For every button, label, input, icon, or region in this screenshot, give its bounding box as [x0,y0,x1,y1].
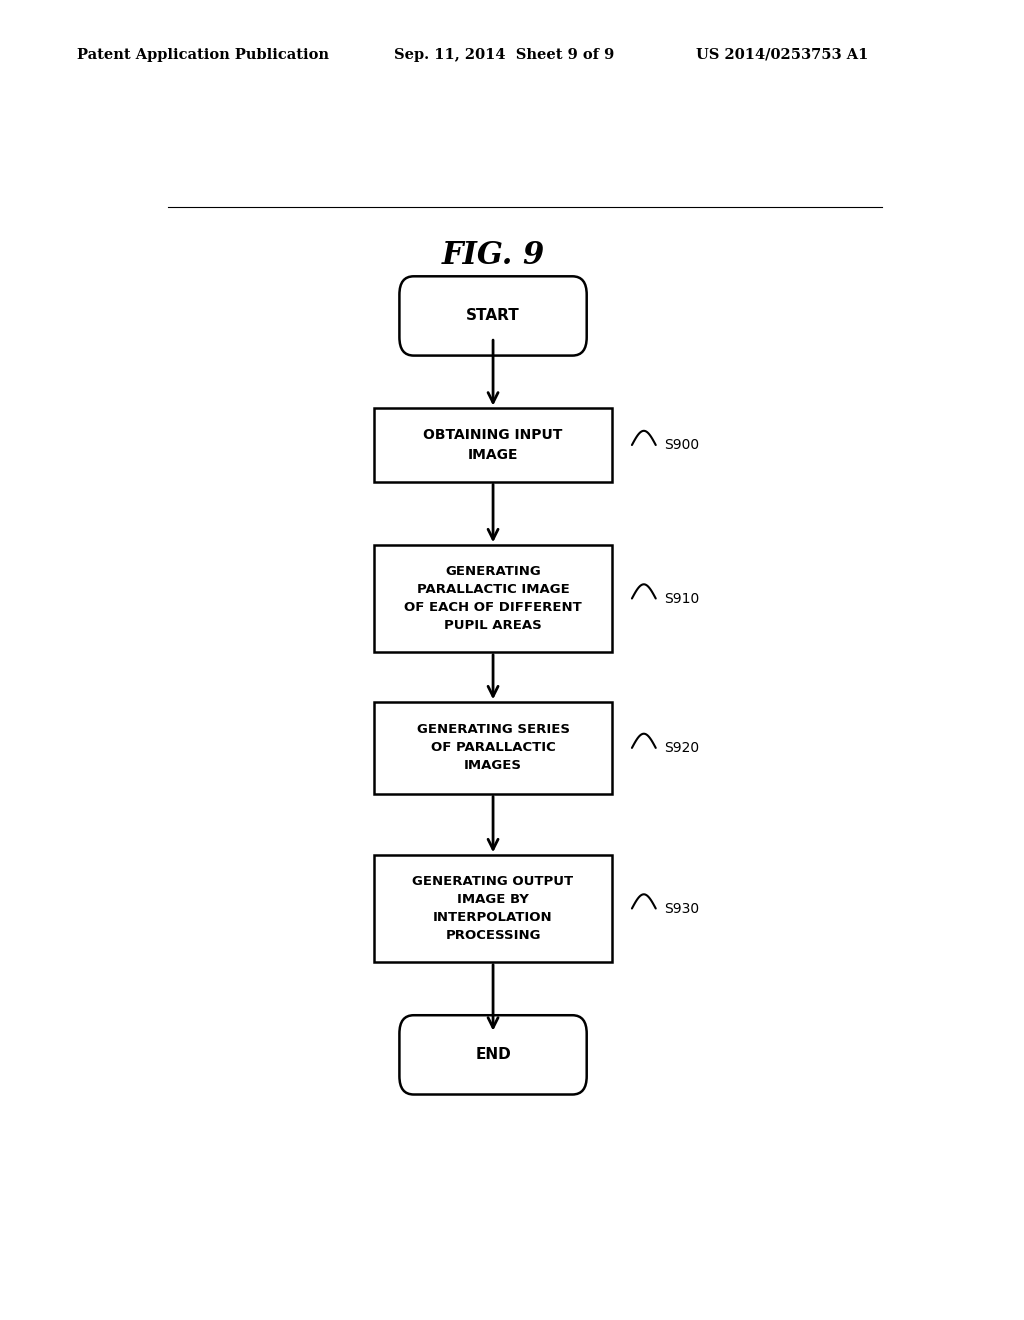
Bar [374,855,612,962]
Text: Patent Application Publication: Patent Application Publication [77,48,329,62]
Bar [374,545,612,652]
Text: S930: S930 [664,902,698,916]
Bar [374,408,612,482]
Text: S920: S920 [664,741,698,755]
FancyBboxPatch shape [399,276,587,355]
Text: S910: S910 [664,591,699,606]
Text: GENERATING OUTPUT
IMAGE BY
INTERPOLATION
PROCESSING: GENERATING OUTPUT IMAGE BY INTERPOLATION… [413,875,573,942]
Text: GENERATING
PARALLACTIC IMAGE
OF EACH OF DIFFERENT
PUPIL AREAS: GENERATING PARALLACTIC IMAGE OF EACH OF … [404,565,582,632]
Text: END: END [475,1047,511,1063]
Bar [374,702,612,793]
Text: OBTAINING INPUT
IMAGE: OBTAINING INPUT IMAGE [423,428,563,462]
Text: S900: S900 [664,438,698,451]
Text: US 2014/0253753 A1: US 2014/0253753 A1 [696,48,868,62]
Text: GENERATING SERIES
OF PARALLACTIC
IMAGES: GENERATING SERIES OF PARALLACTIC IMAGES [417,723,569,772]
FancyBboxPatch shape [399,1015,587,1094]
Text: START: START [466,309,520,323]
Text: Sep. 11, 2014  Sheet 9 of 9: Sep. 11, 2014 Sheet 9 of 9 [394,48,614,62]
Text: FIG. 9: FIG. 9 [441,240,545,271]
